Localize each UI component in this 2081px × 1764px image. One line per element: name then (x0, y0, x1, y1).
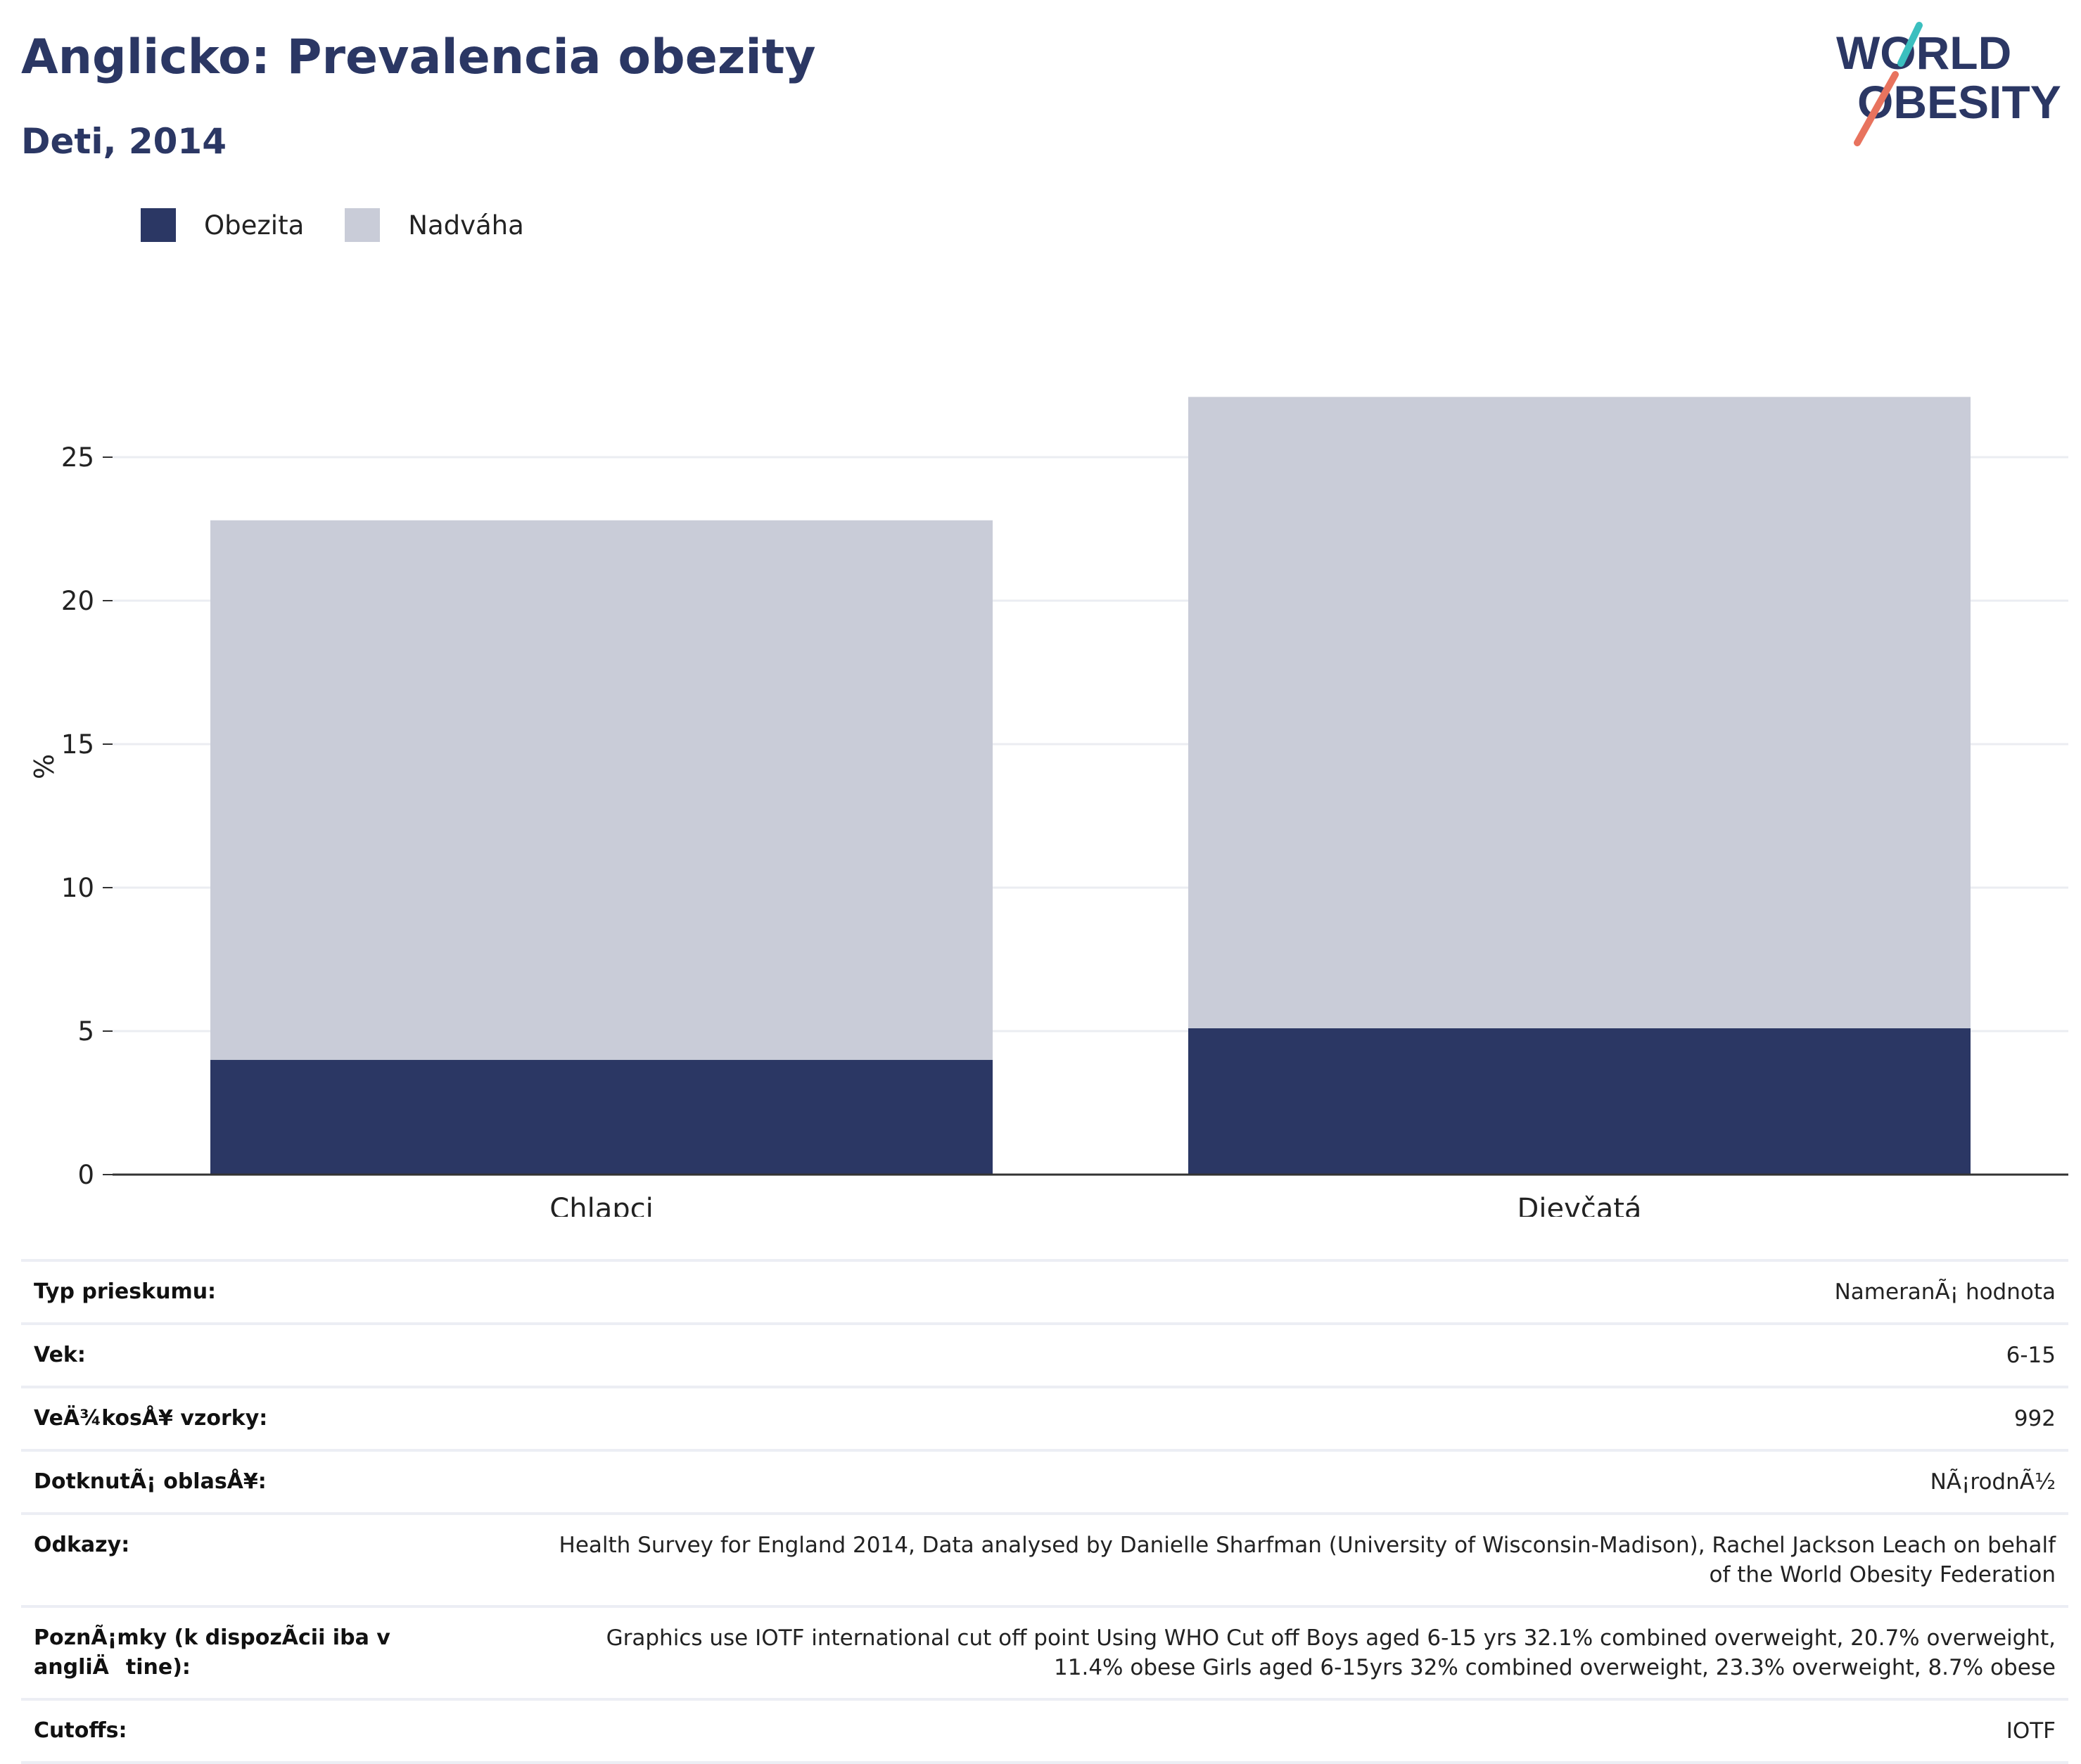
chart-title: Anglicko: Prevalencia obezity (21, 30, 816, 85)
chart-subtitle: Deti, 2014 (21, 121, 227, 162)
x-tick-label: Dievčatá (1517, 1193, 1642, 1217)
info-row: Cutoffs: IOTF (21, 1698, 2068, 1764)
info-row: Odkazy: Health Survey for England 2014, D… (21, 1512, 2068, 1605)
legend-swatch-obezita (141, 208, 176, 242)
info-value: 992 (2013, 1406, 2056, 1431)
y-tick-label: 5 (77, 1016, 94, 1047)
legend-swatch-nadvaha (345, 208, 381, 242)
info-value: IOTF (2006, 1718, 2056, 1744)
bar-obezita-dievcata[interactable] (1188, 1028, 1971, 1175)
legend-item-obezita[interactable]: Obezita (141, 208, 304, 242)
bar-chart: 0 5 10 15 20 25 Chlapci Dievčatá % (29, 397, 2068, 1217)
info-label: VeÄ¾kosÅ¥ vzorky: (34, 1406, 268, 1431)
bar-nadvaha-dievcata[interactable] (1188, 397, 1971, 1028)
info-label: Odkazy: (34, 1533, 130, 1557)
info-value: 6-15 (2006, 1343, 2056, 1368)
info-label: Cutoffs: (34, 1718, 127, 1743)
axes: 0 5 10 15 20 25 Chlapci Dievčatá (61, 442, 2068, 1217)
info-label: Vek: (34, 1343, 86, 1367)
y-axis-label: % (29, 754, 60, 779)
info-row: Typ prieskumu: NameranÃ¡ hodnota (21, 1259, 2068, 1322)
legend-label-obezita: Obezita (204, 210, 305, 241)
logo-slash-coral (1854, 71, 1899, 146)
info-table: Typ prieskumu: NameranÃ¡ hodnota Vek: 6-15 V… (21, 1259, 2068, 1764)
info-value: Graphics use IOTF international cut off … (606, 1625, 2056, 1680)
y-tick-label: 20 (61, 586, 94, 616)
bar-nadvaha-chlapci[interactable] (210, 520, 993, 1060)
info-label: PoznÃ¡mky (k dispozÃcii iba v angliÄtin… (34, 1625, 390, 1680)
legend: Obezita Nadváha (141, 208, 565, 242)
info-label: DotknutÃ¡ oblasÅ¥: (34, 1469, 267, 1494)
info-value: NameranÃ¡ hodnota (1834, 1279, 2056, 1305)
y-tick-label: 10 (61, 873, 94, 903)
info-value: NÃ¡rodnÃ½ (1930, 1469, 2056, 1495)
x-tick-label: Chlapci (549, 1193, 653, 1217)
info-row: Vek: 6-15 (21, 1322, 2068, 1386)
info-row: PoznÃ¡mky (k dispozÃcii iba v angliÄtin… (21, 1605, 2068, 1698)
logo-slash-teal (1897, 22, 1923, 67)
info-label: Typ prieskumu: (34, 1279, 217, 1304)
info-row: VeÄ¾kosÅ¥ vzorky: 992 (21, 1386, 2068, 1449)
world-obesity-logo: WORLD OBESITY (1836, 22, 2061, 146)
legend-label-nadvaha: Nadváha (408, 210, 524, 241)
info-value: Health Survey for England 2014, Data ana… (559, 1533, 2056, 1587)
y-tick-label: 15 (61, 729, 94, 760)
bar-obezita-chlapci[interactable] (210, 1059, 993, 1175)
legend-item-nadvaha[interactable]: Nadváha (345, 208, 524, 242)
bars (210, 397, 1971, 1175)
logo-line-1: WORLD (1836, 27, 2011, 79)
y-tick-label: 0 (77, 1160, 94, 1190)
y-tick-label: 25 (61, 442, 94, 473)
info-row: DotknutÃ¡ oblasÅ¥: NÃ¡rodnÃ½ (21, 1449, 2068, 1512)
